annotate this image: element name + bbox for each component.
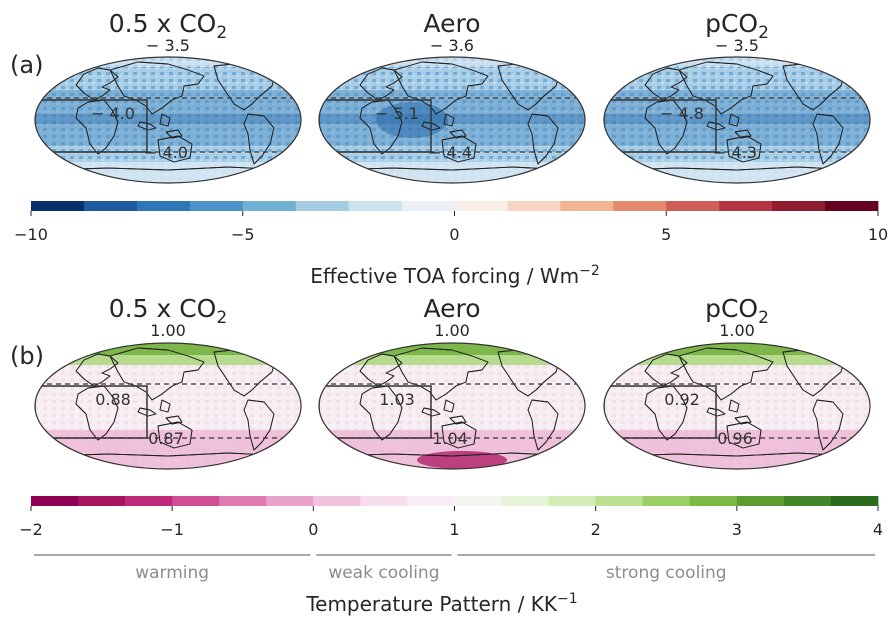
box-region-value: 0.88 [95, 390, 131, 409]
colorbar-tick-label: 5 [661, 225, 671, 244]
colorbar-swatch [189, 201, 244, 211]
tropics-value: − 4.4 [428, 143, 472, 162]
map-a-1: 0.5 x CO2− 3.5 − 4.0 − 4.0 [34, 9, 302, 184]
colorbar-swatch [719, 201, 773, 211]
colorbar-swatch [407, 496, 455, 506]
colorbar-swatch [548, 496, 597, 506]
box-region-value: − 4.0 [91, 104, 135, 123]
colorbar-swatch [136, 201, 191, 211]
global-mean-value: − 3.5 [146, 36, 190, 55]
colorbar-temperature-label: Temperature Pattern / KK−1 [305, 591, 577, 616]
bracket-label: weak cooling [328, 563, 439, 583]
colorbar-tick-label: −10 [14, 225, 48, 244]
map-title: 0.5 x CO2 [109, 9, 227, 43]
colorbar-swatch [348, 201, 402, 211]
tropics-value: 0.87 [148, 429, 184, 448]
tropics-value: 1.04 [432, 429, 468, 448]
colorbar-tick-label: −1 [160, 520, 184, 539]
colorbar-swatch [31, 201, 85, 211]
map-title: Aero [423, 9, 480, 38]
colorbar-swatch [783, 496, 832, 506]
colorbar-swatch [501, 496, 550, 506]
colorbar-swatch [454, 201, 508, 211]
colorbar-swatch [736, 496, 785, 506]
map-a-3: pCO2− 3.5− 4.8− 4.3 [603, 9, 871, 184]
colorbar-tick-label: 4 [873, 520, 883, 539]
colorbar-swatch [242, 201, 297, 211]
map-title: 0.5 x CO2 [109, 294, 227, 328]
colorbar-swatch [78, 496, 126, 506]
colorbar-swatch [689, 496, 738, 506]
colorbar-swatch [295, 201, 350, 211]
colorbar-tick-label: 1 [449, 520, 459, 539]
panel-label-b: (b) [10, 342, 44, 370]
tropics-value: − 4.0 [144, 143, 188, 162]
colorbar-swatch [125, 496, 173, 506]
colorbar-tick-label: 2 [591, 520, 601, 539]
global-mean-value: − 3.6 [430, 36, 474, 55]
global-mean-value: 1.00 [150, 321, 186, 340]
row-b-maps: 0.5 x CO21.000.880.87Aero1.001.031.04pCO… [34, 294, 871, 470]
colorbar-swatch [642, 496, 691, 506]
colorbar-swatch [266, 496, 314, 506]
map-title: Aero [423, 294, 480, 323]
colorbar-swatch [595, 496, 644, 506]
global-mean-value: 1.00 [434, 321, 470, 340]
colorbar-tick-label: 0 [449, 225, 459, 244]
colorbar-swatch [454, 496, 502, 506]
colorbar-swatch [313, 496, 361, 506]
colorbar-swatch [31, 496, 79, 506]
colorbar-tick-label: 3 [732, 520, 742, 539]
colorbar-tick-label: −2 [19, 520, 43, 539]
global-mean-value: − 3.5 [715, 36, 759, 55]
colorbar-swatch [172, 496, 220, 506]
panel-label-a: (a) [10, 51, 43, 79]
bracket-label: warming [135, 563, 209, 583]
colorbar-swatch [360, 496, 408, 506]
colorbar-tick-label: −5 [231, 225, 255, 244]
colorbar-temperature: −2 −1 0 1 2 3 4 warming weak cooling strong cooli… [19, 496, 883, 583]
colorbar-tick-label: 0 [308, 520, 318, 539]
colorbar-tick-label: 10 [868, 225, 888, 244]
global-mean-value: 1.00 [719, 321, 755, 340]
colorbar-swatch [560, 201, 614, 211]
box-region-value: − 5.1 [375, 104, 419, 123]
colorbar-swatch [830, 496, 879, 506]
colorbar-swatch [401, 201, 455, 211]
tropics-value: 0.96 [717, 429, 753, 448]
colorbar-swatch [507, 201, 561, 211]
colorbar-swatch [83, 201, 138, 211]
box-region-value: − 4.8 [660, 104, 704, 123]
box-region-value: 0.92 [664, 390, 700, 409]
colorbar-swatch [666, 201, 720, 211]
colorbar-swatch [825, 201, 879, 211]
colorbar-swatch [613, 201, 667, 211]
tropics-value: − 4.3 [713, 143, 757, 162]
map-a-2: Aero− 3.6 − 5.1 − 4.4 [318, 9, 586, 184]
box-region-value: 1.03 [379, 390, 415, 409]
colorbar-forcing-label: Effective TOA forcing / Wm−2 [310, 263, 600, 288]
colorbar-swatch [772, 201, 826, 211]
bracket-label: strong cooling [606, 563, 727, 583]
colorbar-swatch [219, 496, 267, 506]
colorbar-forcing: −10 −5 0 5 10 [14, 201, 888, 244]
